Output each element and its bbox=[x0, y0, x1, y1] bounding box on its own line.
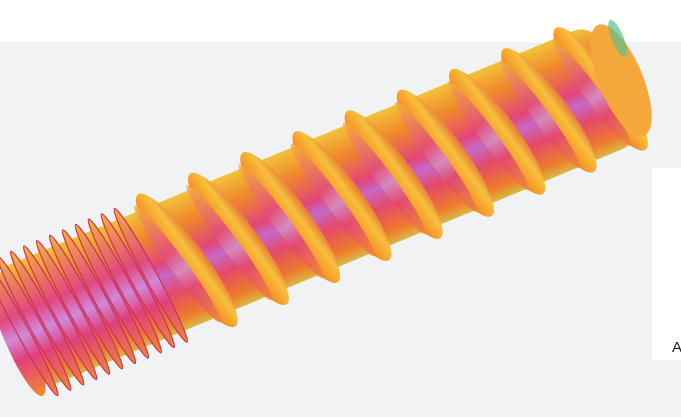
side-box bbox=[652, 168, 681, 360]
page: A (() => { const data = JSON.parse(docum… bbox=[0, 0, 681, 417]
caption-fragment: A bbox=[672, 339, 681, 356]
screw-image: A bbox=[0, 0, 681, 417]
